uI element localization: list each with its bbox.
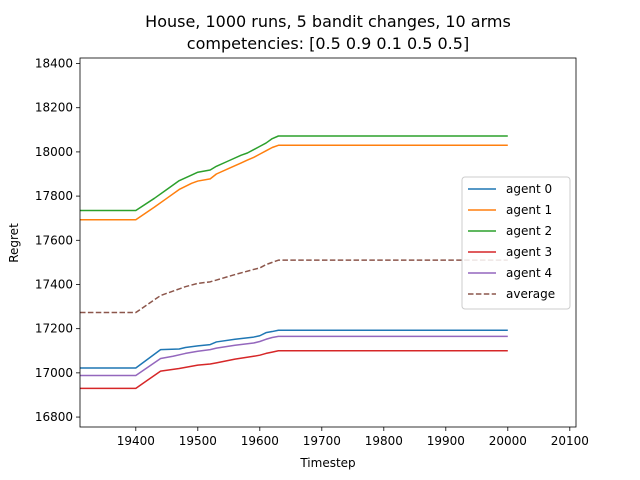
y-tick-label: 17200 bbox=[35, 322, 73, 336]
y-tick-label: 17400 bbox=[35, 277, 73, 291]
legend-label: agent 4 bbox=[506, 266, 552, 280]
y-tick-label: 16800 bbox=[35, 410, 73, 424]
series-line-agent-1 bbox=[80, 144, 508, 221]
axes: 19400 19500 19600 19700 19800 19900 20000 20100… bbox=[35, 57, 589, 448]
series-line-agent-0 bbox=[80, 329, 508, 369]
x-tick-label: 20100 bbox=[551, 434, 589, 448]
y-tick-label: 17000 bbox=[35, 366, 73, 380]
legend-label: agent 2 bbox=[506, 224, 552, 238]
x-tick-label: 19900 bbox=[427, 434, 465, 448]
legend-label: agent 3 bbox=[506, 245, 552, 259]
y-axis-label: Regret bbox=[7, 223, 21, 263]
y-tick-label: 18200 bbox=[35, 101, 73, 115]
y-tick-label: 17600 bbox=[35, 233, 73, 247]
x-tick-label: 19700 bbox=[303, 434, 341, 448]
plot-area bbox=[80, 135, 508, 390]
series-line-agent-2 bbox=[80, 135, 508, 212]
x-tick-label: 19400 bbox=[117, 434, 155, 448]
series-line-average bbox=[80, 259, 508, 314]
x-tick-label: 19600 bbox=[241, 434, 279, 448]
x-axis-label: Timestep bbox=[299, 456, 355, 470]
legend-label: agent 0 bbox=[506, 182, 552, 196]
x-tick-label: 19800 bbox=[365, 434, 403, 448]
series-line-agent-3 bbox=[80, 350, 508, 390]
y-tick-label: 17800 bbox=[35, 189, 73, 203]
plot-frame bbox=[79, 57, 577, 428]
x-tick-label: 19500 bbox=[179, 434, 217, 448]
legend-label: average bbox=[506, 287, 555, 301]
y-tick-label: 18400 bbox=[35, 57, 73, 71]
series-line-agent-4 bbox=[80, 335, 508, 377]
legend-label: agent 1 bbox=[506, 203, 552, 217]
legend: agent 0 agent 1 agent 2 agent 3 agent 4 avera… bbox=[461, 176, 571, 310]
chart-title-line-2: competencies: [0.5 0.9 0.1 0.5 0.5] bbox=[187, 34, 469, 53]
chart-title-line-1: House, 1000 runs, 5 bandit changes, 10 a… bbox=[145, 12, 511, 31]
y-tick-label: 18000 bbox=[35, 145, 73, 159]
x-tick-label: 20000 bbox=[489, 434, 527, 448]
